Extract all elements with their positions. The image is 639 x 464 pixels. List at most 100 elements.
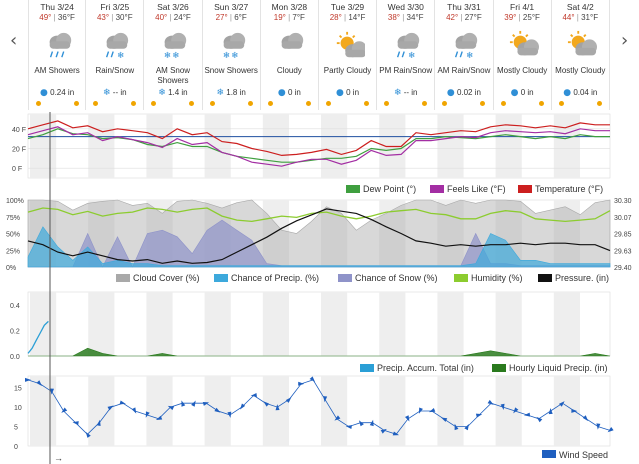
wind-direction-arrow-icon bbox=[285, 397, 292, 403]
day-period-markers bbox=[435, 101, 492, 107]
night-band bbox=[379, 292, 406, 356]
day-column[interactable]: Sat 4/2 44° | 31°F Mostly Cloudy ● 0.04 in bbox=[552, 0, 610, 110]
rain-drop-icon: ● bbox=[336, 88, 344, 98]
y-tick-label: 75% bbox=[6, 215, 20, 222]
snowflake-icon: ❄ bbox=[158, 88, 166, 98]
legend-accum-label: Precip. Accum. Total (in) bbox=[377, 363, 474, 373]
wind-direction-arrow-icon bbox=[418, 407, 423, 414]
wind-direction-arrow-icon bbox=[250, 393, 257, 398]
day-precip: ● 0 in bbox=[494, 88, 551, 98]
rain-drop-icon: ● bbox=[563, 88, 572, 98]
sunrise-marker-icon bbox=[558, 101, 564, 106]
high-temp: 44° bbox=[562, 13, 575, 22]
wind-direction-arrow-icon bbox=[96, 419, 101, 427]
night-band bbox=[321, 292, 348, 356]
day-column[interactable]: Tue 3/29 28° | 14°F Partly Cloudy ● 0 in bbox=[319, 0, 378, 110]
pressure-line bbox=[27, 208, 611, 264]
partly-cloudy-icon bbox=[333, 30, 367, 60]
day-column[interactable]: Sat 3/26 40° | 24°F ❄ ❄ AM Snow Showers ❄ 1.4… bbox=[144, 0, 203, 110]
night-band bbox=[437, 114, 464, 178]
low-temp: 24°F bbox=[173, 13, 191, 22]
snow-cloud-icon: ❄ ❄ bbox=[158, 30, 190, 60]
day-date: Wed 3/30 bbox=[387, 2, 424, 12]
high-temp: 43° bbox=[96, 13, 110, 22]
day-temps: 40° | 24°F bbox=[155, 13, 191, 22]
wind-direction-arrow-icon bbox=[61, 407, 68, 413]
y-tick-label: 0% bbox=[6, 265, 16, 272]
wind-direction-arrow-icon bbox=[334, 415, 341, 421]
day-column[interactable]: Mon 3/28 19° | 7°F Cloudy ● 0 in bbox=[261, 0, 319, 110]
svg-text:❄: ❄ bbox=[117, 50, 124, 60]
legend-chance-precip-label: Chance of Precip. (%) bbox=[231, 273, 319, 283]
day-date: Mon 3/28 bbox=[271, 2, 308, 12]
low-temp: 6°F bbox=[234, 13, 247, 22]
legend-wind-label: Wind Speed bbox=[559, 450, 608, 460]
day-column[interactable]: Fri 3/25 43° | 30°F ❄ Rain/Snow ❄ -- in bbox=[86, 0, 145, 110]
precip-amount: -- in bbox=[403, 88, 418, 97]
sunset-marker-icon bbox=[422, 101, 428, 106]
sunrise-marker-icon bbox=[384, 101, 390, 106]
plot-area bbox=[27, 291, 611, 357]
wind-direction-arrow-icon bbox=[345, 425, 352, 430]
legend-accum-swatch bbox=[360, 364, 374, 372]
day-condition: AM Rain/Snow bbox=[437, 66, 491, 75]
day-condition: AM Snow Showers bbox=[155, 66, 191, 85]
wind-direction-arrow-icon bbox=[571, 408, 578, 413]
night-band bbox=[30, 376, 57, 446]
sunset-marker-icon bbox=[189, 101, 195, 106]
prev-arrow-icon[interactable]: ‹ bbox=[10, 30, 18, 51]
day-condition: Snow Showers bbox=[204, 66, 258, 75]
night-band bbox=[88, 114, 115, 178]
legend-humidity-label: Humidity (%) bbox=[471, 273, 523, 283]
legend-temperature-swatch bbox=[518, 185, 532, 193]
night-band bbox=[495, 292, 522, 356]
high-temp: 42° bbox=[446, 13, 459, 22]
night-band bbox=[88, 376, 115, 446]
night-band bbox=[379, 376, 406, 446]
time-cursor[interactable]: → bbox=[49, 112, 63, 464]
legend-chance-snow-label: Chance of Snow (%) bbox=[355, 273, 438, 283]
day-temps: 39° | 25°F bbox=[504, 13, 540, 22]
high-temp: 39° bbox=[504, 13, 517, 22]
day-date: Sun 3/27 bbox=[214, 2, 249, 12]
wind-direction-arrow-icon bbox=[404, 415, 410, 422]
wind-direction-arrow-icon bbox=[323, 396, 328, 403]
sunrise-marker-icon bbox=[209, 101, 215, 106]
legend-cloud-cover-swatch bbox=[116, 274, 130, 282]
next-arrow-icon[interactable]: › bbox=[621, 30, 629, 51]
svg-text:❄: ❄ bbox=[173, 50, 180, 60]
night-band bbox=[146, 292, 173, 356]
sunrise-marker-icon bbox=[93, 101, 99, 106]
night-band bbox=[204, 114, 231, 178]
daily-forecast-strip: Thu 3/24 49° | 36°F AM Showers ● 0.24 in Fri… bbox=[28, 0, 610, 110]
temperature-line bbox=[27, 120, 610, 157]
night-band bbox=[262, 292, 289, 356]
wind-direction-arrow-icon bbox=[275, 404, 280, 411]
sunset-marker-icon bbox=[131, 101, 137, 106]
legend-humidity-swatch bbox=[454, 274, 468, 282]
day-column[interactable]: Sun 3/27 27° | 6°F ❄ ❄ Snow Showers ❄ 1.8 in bbox=[203, 0, 261, 110]
day-period-markers bbox=[203, 101, 260, 107]
y2-tick-label: 29.85 bbox=[614, 232, 632, 239]
wind-direction-arrow-icon bbox=[298, 381, 305, 386]
y-tick-label: 5 bbox=[14, 425, 18, 432]
day-precip: ❄ 1.8 in bbox=[203, 88, 260, 98]
legend-chance-snow-swatch bbox=[338, 274, 352, 282]
feels-like-line bbox=[27, 126, 610, 167]
day-column[interactable]: Thu 3/31 42° | 27°F ❄ AM Rain/Snow ● 0.02 in bbox=[435, 0, 494, 110]
day-column[interactable]: Thu 3/24 49° | 36°F AM Showers ● 0.24 in bbox=[28, 0, 87, 110]
precip-amount: 1.8 in bbox=[226, 88, 246, 97]
sunset-marker-icon bbox=[363, 101, 369, 106]
wind-direction-arrow-icon bbox=[119, 400, 126, 405]
night-band bbox=[553, 200, 580, 267]
wind-direction-arrow-icon bbox=[513, 407, 519, 414]
svg-text:❄: ❄ bbox=[466, 50, 473, 60]
day-column[interactable]: Wed 3/30 38° | 34°F ❄ PM Rain/Snow ❄ -- in bbox=[377, 0, 436, 110]
sunrise-marker-icon bbox=[325, 101, 331, 106]
sunset-marker-icon bbox=[538, 101, 544, 106]
wind-speed-line bbox=[27, 379, 611, 435]
rain-drop-icon: ● bbox=[510, 88, 519, 98]
sunrise-marker-icon bbox=[267, 101, 273, 106]
legend-cloud-cover-label: Cloud Cover (%) bbox=[133, 273, 200, 283]
day-column[interactable]: Fri 4/1 39° | 25°F Mostly Cloudy ● 0 in bbox=[494, 0, 552, 110]
